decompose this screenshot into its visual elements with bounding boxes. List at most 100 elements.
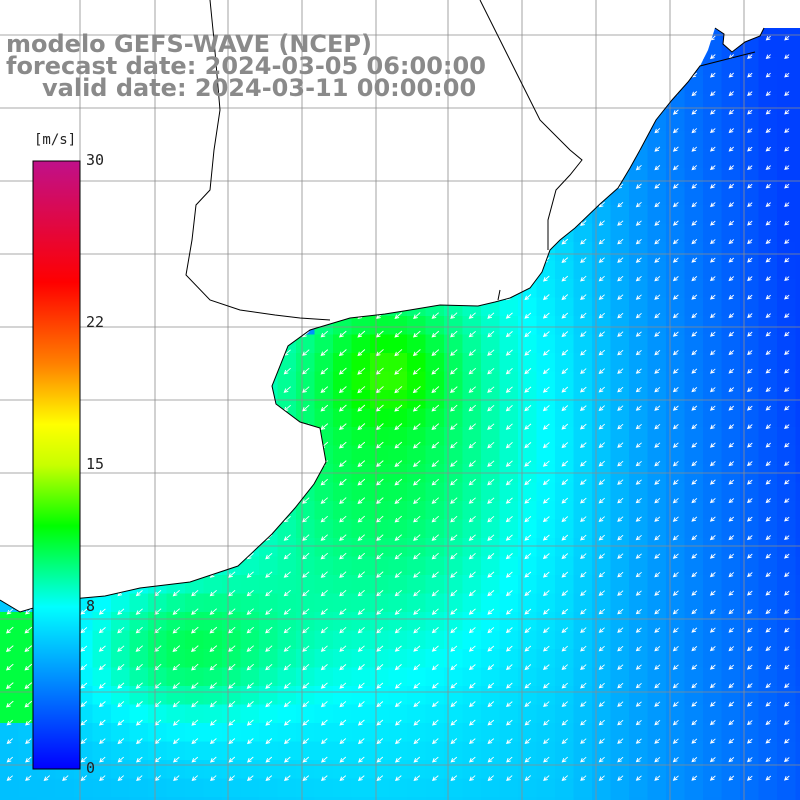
speed-cell bbox=[444, 667, 464, 687]
wind-arrow bbox=[580, 645, 587, 652]
speed-cell bbox=[351, 630, 371, 650]
speed-cell bbox=[610, 279, 630, 299]
wind-arrow bbox=[468, 201, 476, 208]
wind-arrow bbox=[580, 349, 587, 356]
speed-cell bbox=[647, 704, 667, 724]
wind-arrow bbox=[432, 146, 439, 153]
wind-arrow bbox=[654, 128, 661, 134]
wind-arrow bbox=[765, 165, 771, 171]
wind-arrow bbox=[228, 460, 236, 467]
wind-arrow bbox=[635, 664, 642, 670]
wind-arrow bbox=[265, 330, 273, 338]
speed-cell bbox=[185, 223, 205, 243]
wind-arrow bbox=[728, 72, 735, 78]
speed-cell bbox=[666, 408, 686, 428]
wind-arrow bbox=[246, 478, 254, 486]
wind-arrow bbox=[172, 571, 180, 578]
wind-arrow bbox=[765, 331, 771, 337]
wind-arrow bbox=[617, 72, 624, 78]
speed-cell bbox=[518, 538, 538, 558]
speed-cell bbox=[240, 445, 260, 465]
wind-arrow bbox=[376, 238, 384, 245]
wind-arrow bbox=[6, 331, 13, 337]
speed-cell bbox=[0, 482, 20, 502]
wind-arrow bbox=[580, 183, 587, 189]
speed-cell bbox=[647, 353, 667, 373]
wind-arrow bbox=[450, 256, 458, 264]
wind-arrow bbox=[617, 571, 624, 578]
wind-arrow bbox=[135, 497, 143, 504]
speed-cell bbox=[129, 316, 149, 336]
speed-cell bbox=[481, 741, 501, 761]
wind-arrow bbox=[25, 571, 32, 578]
speed-cell bbox=[555, 371, 575, 391]
wind-arrow bbox=[228, 146, 235, 152]
speed-cell bbox=[740, 316, 760, 336]
wind-arrow bbox=[320, 626, 328, 634]
speed-cell bbox=[185, 778, 205, 798]
speed-cell bbox=[777, 205, 797, 225]
speed-cell bbox=[499, 797, 519, 800]
wind-arrow bbox=[709, 146, 716, 152]
wind-arrow bbox=[543, 275, 550, 282]
wind-arrow bbox=[25, 275, 32, 282]
wind-arrow bbox=[617, 312, 624, 319]
speed-cell bbox=[721, 242, 741, 262]
speed-cell bbox=[573, 334, 593, 354]
speed-cell bbox=[425, 186, 445, 206]
speed-cell bbox=[536, 519, 556, 539]
wind-arrow bbox=[505, 367, 513, 375]
wind-arrow bbox=[394, 775, 402, 782]
wind-arrow bbox=[320, 775, 328, 782]
wind-arrow bbox=[376, 127, 384, 134]
speed-cell bbox=[499, 371, 519, 391]
speed-cell bbox=[777, 353, 797, 373]
wind-arrow bbox=[617, 775, 624, 781]
wind-arrow bbox=[747, 313, 753, 319]
speed-cell bbox=[0, 704, 20, 724]
wind-arrow bbox=[357, 682, 365, 689]
speed-cell bbox=[777, 797, 797, 800]
speed-cell bbox=[407, 223, 427, 243]
wind-arrow bbox=[209, 534, 217, 541]
wind-arrow bbox=[635, 627, 642, 633]
wind-arrow bbox=[487, 330, 495, 338]
wind-arrow bbox=[654, 349, 661, 356]
wind-arrow bbox=[98, 645, 106, 652]
wind-arrow bbox=[709, 202, 716, 208]
wind-arrow bbox=[376, 441, 384, 449]
speed-cell bbox=[148, 223, 168, 243]
wind-arrow bbox=[210, 183, 217, 189]
speed-cell bbox=[499, 760, 519, 780]
speed-cell bbox=[203, 649, 223, 669]
speed-cell bbox=[111, 797, 131, 800]
speed-cell bbox=[536, 630, 556, 650]
wind-arrow bbox=[338, 404, 347, 412]
speed-cell bbox=[296, 630, 316, 650]
wind-arrow bbox=[99, 349, 106, 356]
wind-arrow bbox=[99, 423, 106, 430]
speed-cell bbox=[610, 260, 630, 280]
speed-cell bbox=[92, 353, 112, 373]
speed-cell bbox=[518, 575, 538, 595]
speed-cell bbox=[721, 334, 741, 354]
speed-cell bbox=[296, 205, 316, 225]
speed-cell bbox=[277, 131, 297, 151]
speed-cell bbox=[240, 630, 260, 650]
wind-arrow bbox=[154, 349, 162, 356]
speed-cell bbox=[444, 482, 464, 502]
speed-cell bbox=[185, 593, 205, 613]
wind-arrow bbox=[173, 109, 180, 115]
wind-arrow bbox=[487, 220, 495, 227]
speed-cell bbox=[721, 223, 741, 243]
wind-arrow bbox=[191, 220, 198, 226]
wind-arrow bbox=[6, 109, 13, 115]
wind-arrow bbox=[561, 275, 569, 282]
colorbar-tick-label: 22 bbox=[86, 313, 105, 332]
wind-arrow bbox=[783, 775, 790, 781]
speed-cell bbox=[647, 168, 667, 188]
wind-arrow bbox=[709, 72, 716, 78]
wind-arrow bbox=[598, 257, 605, 263]
wind-arrow bbox=[710, 313, 716, 319]
speed-cell bbox=[333, 390, 353, 410]
